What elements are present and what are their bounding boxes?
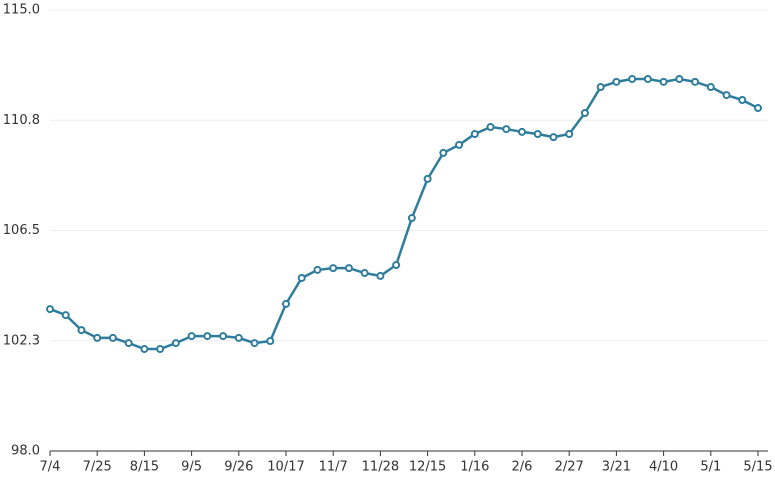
point: [643, 75, 652, 84]
y-tick-label: 110.8: [3, 113, 40, 128]
point: [108, 333, 117, 342]
point: [140, 345, 149, 354]
x-tick-label: 9/26: [224, 460, 253, 475]
x-tick-label: 10/17: [267, 460, 304, 475]
x-tick-label: 7/25: [83, 460, 112, 475]
point: [407, 214, 416, 223]
y-tick-label: 106.5: [3, 223, 40, 238]
point: [486, 122, 495, 131]
point: [533, 129, 542, 138]
point: [376, 271, 385, 280]
point: [518, 127, 526, 136]
point: [470, 129, 479, 138]
point: [329, 264, 338, 273]
point: [250, 339, 259, 348]
point: [297, 273, 306, 282]
point: [156, 345, 165, 354]
point: [580, 108, 589, 117]
x-tick-label: 5/15: [743, 460, 772, 475]
point: [171, 339, 180, 348]
point: [659, 77, 668, 86]
point: [219, 332, 228, 341]
point: [266, 337, 275, 346]
x-tick-label: 5/1: [700, 460, 721, 475]
point: [187, 332, 196, 341]
y-tick-label: 115.0: [3, 3, 40, 18]
point: [392, 261, 401, 270]
point: [234, 333, 243, 342]
point: [628, 75, 637, 84]
point: [46, 305, 54, 314]
point: [455, 140, 464, 149]
y-tick-label: 102.3: [3, 333, 40, 348]
x-tick-label: 1/16: [460, 460, 489, 475]
x-tick-label: 3/21: [602, 460, 631, 475]
point: [565, 129, 574, 138]
point: [439, 148, 448, 157]
point: [738, 96, 747, 105]
point: [612, 77, 621, 86]
point: [691, 77, 700, 86]
point: [61, 311, 70, 320]
point: [313, 265, 322, 274]
y-tick-label: 98.0: [11, 444, 40, 459]
point: [549, 133, 558, 142]
x-tick-label: 9/5: [181, 460, 202, 475]
point: [344, 264, 353, 273]
x-tick-label: 7/4: [40, 460, 61, 475]
x-tick-label: 8/15: [130, 460, 159, 475]
point: [124, 339, 133, 348]
point: [203, 332, 212, 341]
point: [754, 104, 762, 113]
x-tick-label: 12/15: [409, 460, 446, 475]
point: [675, 75, 684, 84]
point: [77, 326, 86, 335]
x-tick-label: 2/27: [555, 460, 584, 475]
point: [722, 91, 731, 100]
point: [502, 125, 511, 134]
x-tick-label: 2/6: [512, 460, 533, 475]
x-tick-label: 4/10: [649, 460, 678, 475]
point: [93, 333, 102, 342]
point: [282, 299, 290, 308]
point: [596, 83, 605, 92]
point: [706, 83, 715, 92]
x-tick-label: 11/7: [319, 460, 348, 475]
point: [360, 269, 369, 278]
line: [49, 77, 759, 351]
point: [423, 174, 432, 183]
x-tick-label: 11/28: [362, 460, 399, 475]
